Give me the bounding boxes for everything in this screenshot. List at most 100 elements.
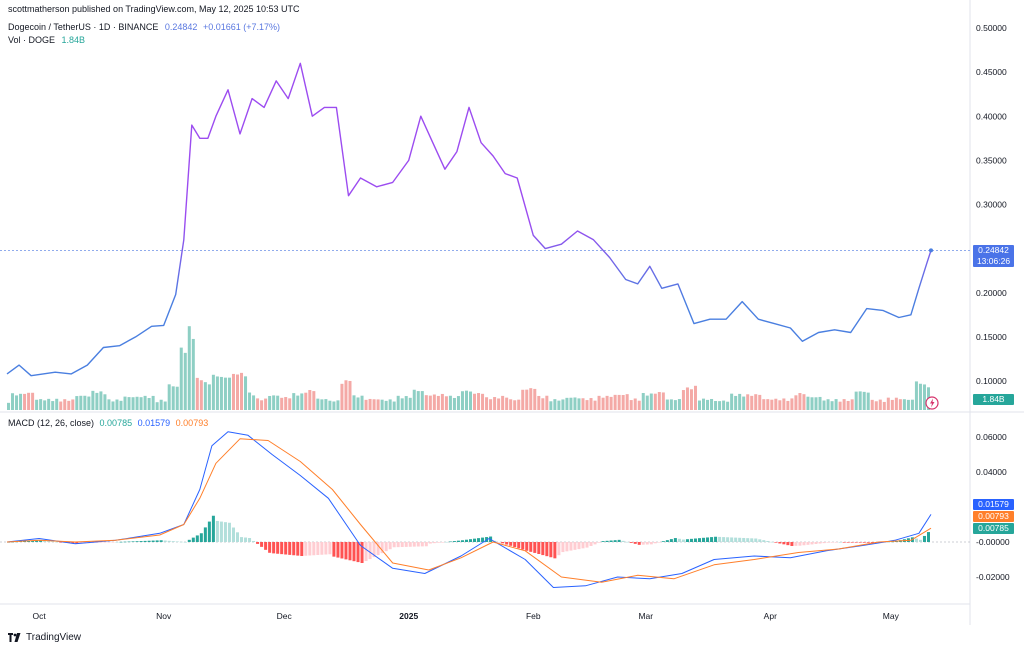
volume-bar <box>902 399 906 410</box>
volume-bar <box>754 394 758 410</box>
volume-bar <box>697 400 702 410</box>
histogram-bar <box>71 542 75 544</box>
volume-bar <box>340 383 344 410</box>
histogram-bar <box>661 541 665 542</box>
histogram-bar <box>533 542 537 553</box>
volume-bars <box>7 326 930 410</box>
volume-bar <box>790 398 794 410</box>
volume-bar <box>300 393 304 410</box>
volume-bar <box>485 397 489 410</box>
volume-bar <box>159 399 163 410</box>
volume-bar <box>43 400 47 410</box>
volume-bar <box>147 398 151 410</box>
histogram-bar <box>111 542 115 543</box>
histogram-bar <box>31 540 35 542</box>
volume-bar <box>738 393 742 410</box>
price-line-group <box>6 62 933 377</box>
histogram-bar <box>509 542 513 546</box>
histogram-bar <box>75 542 79 544</box>
footer-brand[interactable]: TradingView <box>8 632 81 643</box>
volume-bar <box>714 401 718 410</box>
volume-bar <box>645 395 649 410</box>
volume-bar <box>35 399 39 410</box>
time-tick-label: May <box>883 611 900 621</box>
histogram-bar <box>585 542 589 548</box>
histogram-bar <box>613 540 617 542</box>
signal-line <box>6 438 932 583</box>
histogram-bar <box>846 542 850 543</box>
histogram-bar <box>477 538 481 542</box>
volume-bar <box>529 388 533 410</box>
lightning-alert-icon[interactable] <box>925 396 939 410</box>
volume-bar <box>489 399 493 410</box>
symbol-title[interactable]: Dogecoin / TetherUS · 1D · BINANCE <box>8 22 159 32</box>
volume-bar <box>392 401 396 410</box>
histogram-bar <box>830 542 834 543</box>
histogram-bar <box>922 535 926 542</box>
volume-bar <box>810 397 814 410</box>
volume-bar <box>388 399 392 410</box>
histogram-bar <box>681 539 685 542</box>
histogram-bar <box>51 541 55 543</box>
histogram-bar <box>794 542 798 546</box>
volume-bar <box>553 399 557 410</box>
histogram-bar <box>344 542 348 560</box>
histogram-bar <box>641 542 645 545</box>
volume-bar <box>308 390 312 410</box>
histogram-bar <box>862 542 866 543</box>
volume-bar <box>167 384 171 410</box>
macd-label[interactable]: MACD (12, 26, close) <box>8 418 95 428</box>
histogram-bar <box>35 540 39 542</box>
histogram-bar <box>629 542 633 543</box>
volume-bar <box>215 376 219 410</box>
volume-bar <box>818 396 822 410</box>
volume-bar <box>155 402 159 410</box>
volume-bar <box>59 401 63 410</box>
histogram-bar <box>151 540 155 542</box>
volume-bar <box>573 397 577 410</box>
volume-bar <box>171 386 175 410</box>
volume-bar <box>742 396 746 410</box>
volume-bar <box>384 400 388 410</box>
histogram-bar <box>890 541 894 543</box>
histogram-bar <box>436 542 440 543</box>
volume-bar <box>107 399 111 410</box>
histogram-bar <box>264 542 268 550</box>
histogram-bar <box>428 542 432 544</box>
histogram-bar <box>420 542 424 547</box>
volume-bar <box>360 395 364 410</box>
histogram-bar <box>123 541 127 543</box>
volume-bar <box>127 397 131 410</box>
last-price: 0.24842 <box>164 22 198 32</box>
histogram-bar <box>886 542 890 543</box>
volume-bar <box>842 399 846 410</box>
histogram-bar <box>521 542 525 550</box>
volume-bar <box>63 399 67 410</box>
histogram-bar <box>669 539 673 542</box>
volume-label[interactable]: Vol · DOGE <box>8 35 56 45</box>
histogram-bar <box>617 539 621 542</box>
histogram-bar <box>244 537 248 542</box>
volume-bar <box>565 397 569 410</box>
histogram-bar <box>673 538 677 542</box>
histogram-bar <box>541 542 545 556</box>
volume-bar <box>617 394 621 410</box>
volume-bar <box>408 397 412 410</box>
volume-bar <box>195 377 199 410</box>
volume-bar <box>681 390 685 410</box>
volume-bar <box>179 347 183 410</box>
volume-bar <box>906 399 910 410</box>
volume-bar <box>344 380 348 410</box>
histogram-bar <box>316 542 320 555</box>
volume-bar <box>240 372 244 410</box>
volume-bar <box>874 401 878 410</box>
histogram-bar <box>914 538 918 542</box>
macd-histogram <box>7 515 930 563</box>
volume-bar <box>910 399 914 410</box>
histogram-bar <box>513 542 517 548</box>
histogram-bar <box>774 542 778 543</box>
histogram-bar <box>722 537 726 542</box>
volume-bar <box>7 402 11 410</box>
histogram-bar <box>79 542 83 544</box>
